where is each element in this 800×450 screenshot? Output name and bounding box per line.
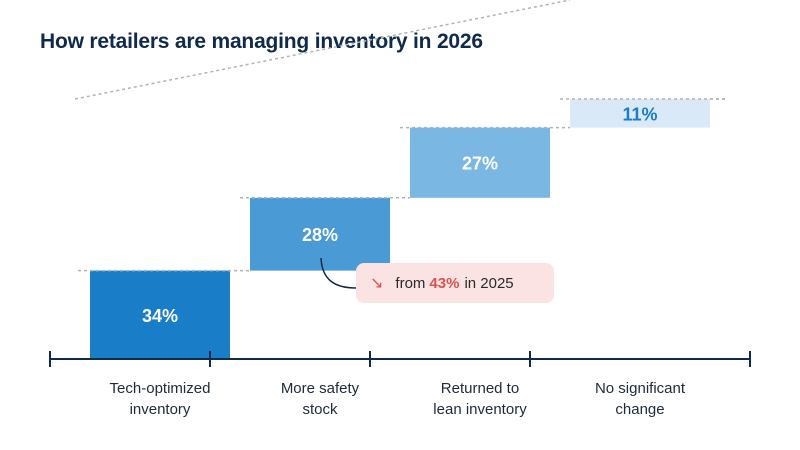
bar-4 [570,99,710,128]
category-label-4: No significant change [594,380,686,418]
trend-down-icon: ↘ [370,275,384,292]
top-reference-line [74,0,571,100]
bar-value-label-4: 11% [622,104,657,124]
callout-connector [320,257,357,289]
bar-value-label-3: 27% [462,154,498,174]
bar-3 [410,127,550,198]
callout-suffix: in 2025 [464,274,514,292]
chart-title: How retailers are managing inventory in … [40,30,483,53]
bar-value-label-1: 34% [142,306,178,326]
category-label-3: Returned to lean inventory [433,380,527,418]
callout-prefix: from [395,274,426,292]
category-label-2: More safety stock [280,380,360,418]
callout-value: 43% [429,274,460,292]
bar-value-label-2: 28% [302,225,338,245]
bar-1 [90,270,230,359]
change-callout: ↘ from 43% in 2025 [356,263,554,303]
bar-2 [250,197,390,271]
category-label-1: Tech-optimized inventory [109,380,211,418]
